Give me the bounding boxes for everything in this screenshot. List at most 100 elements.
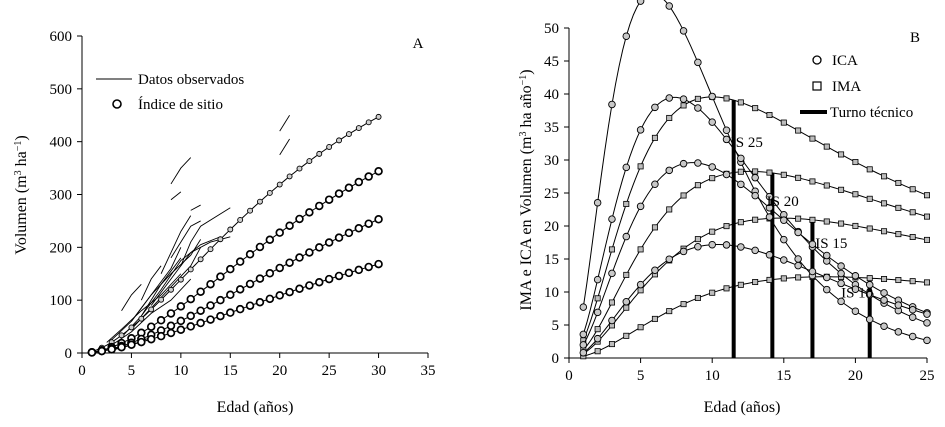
panel-b-letter: B (910, 30, 920, 46)
ica-point (722, 126, 731, 135)
panel-a-x-label: Edad (años) (217, 399, 294, 416)
ica-point (908, 306, 917, 314)
y-tick-label: 200 (50, 240, 73, 256)
site-index-point (197, 256, 204, 263)
site-index-point (186, 311, 195, 321)
observed-line (279, 138, 290, 156)
site-index-point (364, 172, 373, 181)
ima-point (795, 127, 802, 134)
ima-point (651, 134, 658, 141)
site-index-point (187, 266, 194, 273)
ica-point (722, 135, 731, 144)
site-index-point (295, 253, 304, 262)
ica-point (865, 315, 874, 324)
ica-point (622, 297, 631, 306)
site-index-point (196, 318, 205, 328)
site-index-point (206, 315, 215, 324)
ima-point (924, 279, 931, 286)
ima-point (823, 218, 830, 225)
ica-point (865, 280, 874, 289)
x-tick-label: 35 (421, 363, 436, 379)
ica-point (679, 95, 688, 103)
ica-point (765, 192, 774, 201)
ica-point (894, 301, 903, 309)
site-index-annotation: IS 10 (841, 285, 873, 301)
ima-point (637, 287, 644, 294)
ica-point (880, 289, 888, 297)
x-tick-label: 20 (272, 363, 287, 379)
y-tick-label: 30 (544, 153, 559, 169)
ica-point (593, 275, 602, 284)
site-index-point (118, 332, 125, 339)
ima-point (838, 186, 845, 193)
site-index-point (158, 296, 165, 303)
ica-point (751, 173, 759, 182)
ica-point (737, 154, 745, 163)
site-index-point (148, 306, 155, 313)
ima-point (895, 231, 902, 238)
ima-point (809, 216, 816, 223)
y-tick-label: 50 (544, 21, 559, 37)
ica-point (908, 313, 917, 321)
y-tick-label: 20 (544, 219, 559, 235)
observed-line (190, 204, 201, 211)
site-index-point (166, 328, 176, 338)
ica-point (579, 303, 588, 311)
ica-point (608, 316, 616, 325)
observed-line (111, 278, 192, 346)
site-index-point (186, 294, 195, 304)
ica-point (679, 27, 688, 35)
x-tick-label: 15 (223, 363, 238, 379)
ica-point (651, 103, 659, 112)
ima-point (838, 151, 845, 158)
site-index-point (336, 137, 342, 144)
site-index-point (176, 325, 186, 334)
site-index-point (285, 221, 294, 230)
x-tick-label: 25 (920, 368, 935, 384)
site-index-point (177, 276, 184, 283)
ica-point (665, 166, 673, 175)
ica-point (579, 330, 588, 339)
site-index-point (186, 322, 195, 331)
ima-point (852, 191, 859, 198)
site-index-point (196, 306, 205, 315)
ica-point (780, 256, 788, 264)
ica-point (708, 240, 716, 249)
y-tick-label: 300 (50, 188, 73, 204)
ima-point (809, 178, 816, 185)
ica-point (651, 266, 659, 275)
ima-point (594, 295, 601, 302)
site-index-point (146, 334, 156, 344)
ica-point (751, 246, 759, 255)
site-index-point (235, 257, 245, 266)
ima-point (623, 332, 630, 339)
site-index-point (334, 233, 344, 242)
site-index-point (364, 219, 373, 228)
ima-point (666, 114, 673, 121)
panel-b-y-ticks: 0 5 10 15 20 25 30 35 40 45 50 (544, 21, 569, 367)
site-index-point (285, 258, 294, 267)
legend-site-index-marker (112, 99, 122, 109)
site-index-point (296, 165, 303, 172)
site-index-point (285, 287, 294, 297)
observed-line (106, 273, 182, 343)
site-index-point (305, 248, 314, 257)
ima-point (651, 224, 658, 231)
ica-point (823, 273, 831, 282)
site-index-point (306, 158, 313, 165)
ima-point (594, 348, 601, 355)
legend-ima-label: IMA (832, 79, 861, 95)
ica-point (851, 272, 860, 280)
ima-point (895, 204, 902, 211)
x-tick-label: 30 (371, 363, 386, 379)
site-index-point (97, 346, 107, 356)
site-index-point (324, 274, 334, 284)
ica-point (780, 216, 788, 224)
y-tick-label: 35 (544, 120, 559, 136)
ica-point (694, 159, 702, 167)
ima-curve (583, 217, 928, 355)
ica-point (837, 269, 845, 278)
site-index-annotation: IS 25 (731, 135, 763, 151)
site-index-point (265, 294, 275, 304)
site-index-point (256, 198, 263, 205)
